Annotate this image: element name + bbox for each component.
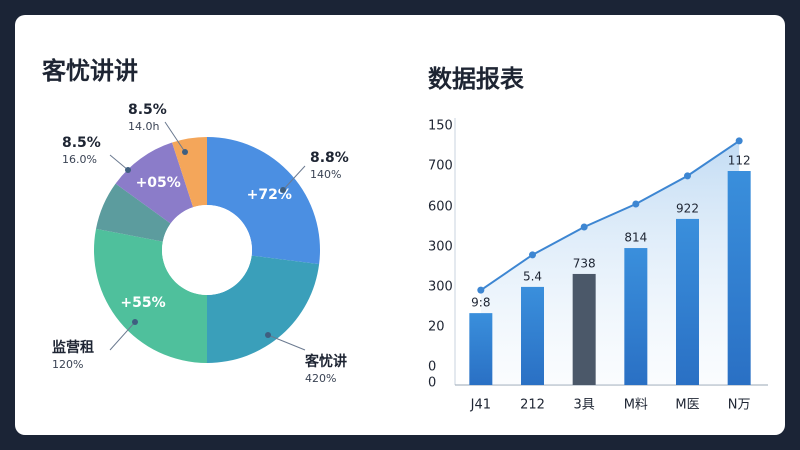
x-tick-label: 3具: [574, 398, 595, 413]
donut-title: 客忧讲讲: [42, 57, 138, 85]
bar: [572, 273, 596, 385]
line-point: [477, 286, 485, 294]
x-tick-label: J41: [470, 398, 491, 413]
annotation-value: 客忧讲: [304, 353, 347, 370]
bar-title: 数据报表: [428, 65, 525, 93]
annotation-sub: 120%: [52, 358, 83, 371]
donut-slice: [115, 142, 194, 224]
line: [480, 140, 740, 291]
leader-dot: [125, 167, 131, 173]
y-tick-label: 700: [428, 159, 453, 174]
leader-dot: [132, 319, 138, 325]
bar: [521, 286, 544, 385]
donut-slice: [96, 183, 171, 242]
bar-value-label: 112: [728, 154, 751, 168]
y-tick-label: 300: [428, 240, 453, 255]
y-tick-label: 0: [428, 360, 436, 375]
bar: [676, 218, 699, 385]
donut-slice: [172, 137, 207, 208]
bar-value-label: 738: [573, 256, 596, 270]
y-tick-label: 20: [428, 320, 445, 335]
annotation-value: 8.8%: [310, 150, 349, 166]
leader-line: [109, 321, 136, 351]
bar-value-label: 9:8: [471, 296, 490, 310]
leader-line: [109, 154, 129, 171]
annotation-value: 8.5%: [128, 102, 167, 118]
donut-slice: [207, 255, 320, 363]
bar-value-label: 5.4: [523, 269, 542, 283]
leader-dot: [182, 149, 188, 155]
slice-label: +55%: [120, 295, 165, 311]
y-tick-label: 0: [428, 376, 436, 391]
annotation-value: 监营租: [52, 339, 94, 356]
y-tick-label: 600: [428, 200, 453, 215]
x-tick-label: M料: [624, 398, 648, 413]
line-point: [580, 223, 588, 231]
donut-slice: [93, 228, 207, 363]
line-point: [735, 137, 743, 145]
annotation-sub: 420%: [305, 372, 336, 385]
annotation-sub: 14.0h: [128, 120, 159, 133]
x-tick-label: 212: [520, 398, 545, 413]
line-point: [632, 200, 640, 208]
y-tick-label: 150: [428, 119, 453, 134]
y-tick-label: 300: [428, 280, 453, 295]
annotation-value: 8.5%: [62, 135, 101, 151]
bar-value-label: 922: [676, 201, 699, 215]
leader-line: [164, 121, 186, 153]
leader-line: [282, 165, 306, 191]
donut-hole: [162, 205, 252, 295]
annotation-sub: 140%: [310, 168, 341, 181]
line-area: [480, 140, 740, 385]
bar-value-label: 814: [624, 231, 647, 245]
x-tick-label: M医: [675, 398, 699, 413]
bar: [469, 313, 493, 385]
bar: [624, 248, 648, 385]
leader-line: [267, 334, 306, 351]
line-point: [529, 251, 536, 259]
line-point: [684, 172, 691, 180]
leader-dot: [265, 332, 271, 338]
bar: [727, 171, 751, 385]
annotation-sub: 16.0%: [62, 153, 97, 166]
x-tick-label: N万: [728, 398, 751, 413]
slice-label: +05%: [136, 175, 181, 191]
donut-slice: [207, 137, 320, 265]
leader-dot: [280, 187, 286, 193]
